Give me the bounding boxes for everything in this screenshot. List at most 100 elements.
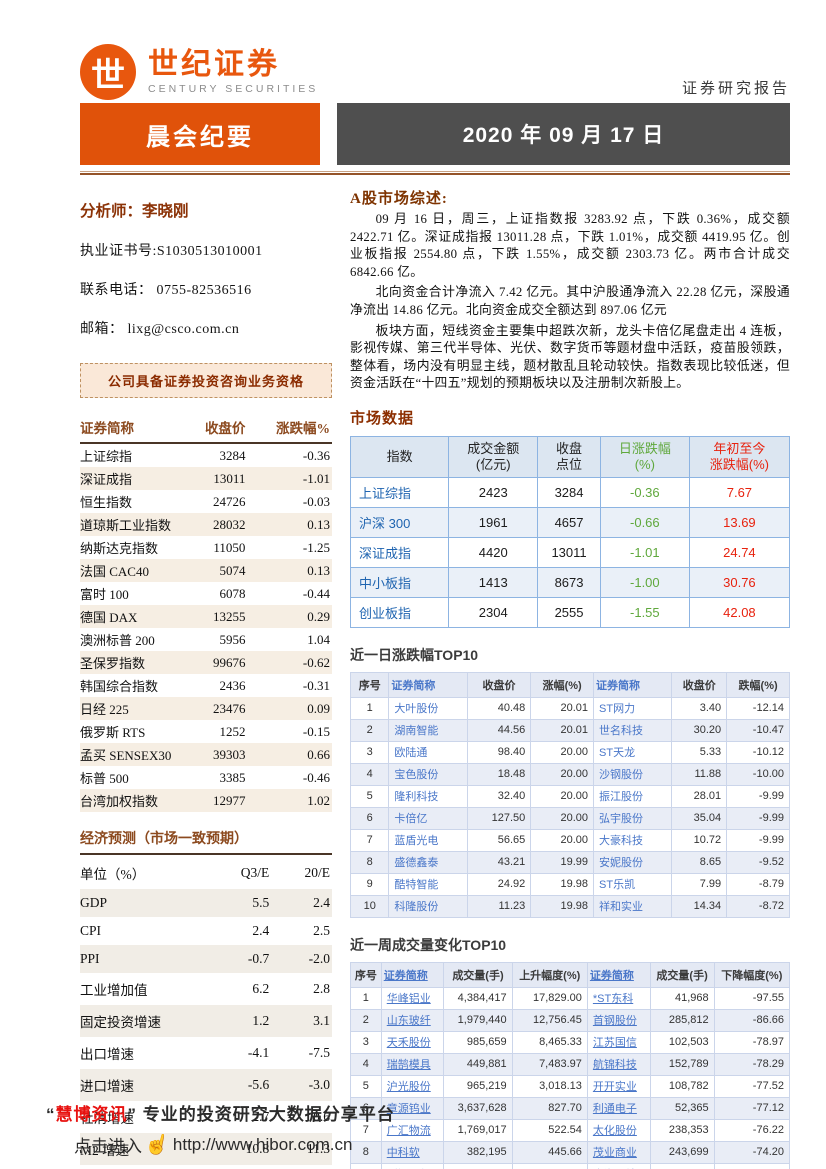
close-price-cell: 5956 [219,631,246,647]
volume-up-name-cell[interactable]: 广汇物流 [380,1118,445,1142]
hibor-url-link[interactable]: http://www.hibor.com.cn [172,1134,353,1154]
column-header: 下降幅度(%) [713,961,791,988]
down-range-cell: -78.97 [713,1030,791,1054]
loser-name-cell[interactable]: 安妮股份 [593,850,673,874]
volume-up-name-cell[interactable]: 天禾股份 [380,1030,445,1054]
rank-cell: 2 [349,718,390,742]
daily-top10-title: 近一日涨跌幅TOP10 [350,646,479,663]
table-row: 中小板指 1413 8673 -1.00 30.76 [349,566,791,598]
report-type-label: 证券研究报告 [681,81,790,97]
volume-down-name-cell[interactable]: 江苏国信 [586,1030,651,1054]
gainer-name-cell[interactable]: 科隆股份 [388,894,468,918]
year-estimate-cell: 11.3 [306,1141,330,1156]
index-name-cell: 孟买 SENSEX30 [80,748,172,763]
table-row: 创业板指 2304 2555 -1.55 42.08 [349,596,791,628]
loser-name-cell[interactable]: ST乐凯 [593,872,673,896]
gainer-name-cell[interactable]: 卡倍亿 [388,806,468,830]
volume-up-name-cell[interactable]: 山东玻纤 [380,1008,445,1032]
q3-estimate-cell: 5.5 [252,895,270,910]
loss-pct-cell: -10.00 [726,762,790,786]
gain-pct-cell: 20.00 [530,784,595,808]
table-row: PPI -0.7 -2.0 [80,945,332,973]
column-header: 证券简称 [380,961,445,988]
loss-pct-cell: -9.99 [726,828,790,852]
loser-name-cell[interactable]: 大豪科技 [593,828,673,852]
gainer-name-cell[interactable]: 湖南智能 [388,718,468,742]
header-row: 序号 证券简称 收盘价 涨幅(%) 证券简称 收盘价 跌幅(%) [349,671,790,698]
volume-down-name-cell[interactable]: 开开实业 [586,1074,651,1098]
quote-close: ” [127,1105,137,1124]
volume-down-name-cell[interactable]: 茂业商业 [586,1140,651,1164]
gainer-name-cell[interactable]: 隆利科技 [388,784,468,808]
close-price-cell: 8.65 [671,850,728,874]
index-name-cell: 沪深 300 [349,506,450,538]
change-pct-cell: 0.29 [307,608,330,624]
loser-name-cell[interactable]: 振江股份 [593,784,673,808]
volume-down-name-cell[interactable]: 首钢股份 [586,1008,651,1032]
volume-down-name-cell[interactable]: 太化股份 [586,1118,651,1142]
enter-label[interactable]: 点击进入 [74,1137,142,1156]
loser-name-cell[interactable]: 弘宇股份 [593,806,673,830]
day-change-cell: -0.66 [599,506,690,538]
loser-name-cell[interactable]: 沙钢股份 [593,762,673,786]
gainer-name-cell[interactable]: 欧陆通 [388,740,468,764]
volume-up-name-cell[interactable]: 华峰铝业 [380,986,445,1010]
loser-name-cell[interactable]: ST天龙 [593,740,673,764]
column-header: 日涨跌幅 (%) [599,435,690,478]
column-header: 跌幅(%) [726,671,790,698]
up-range-cell: 445.66 [511,1140,588,1164]
loser-name-cell[interactable]: 世名科技 [593,718,673,742]
market-data-table: 指数 成交金额 (亿元) 收盘 点位 日涨跌幅 (%) 年初至今 涨跌幅(%) 上证综指 2423 3… [349,435,791,628]
volume-up-name-cell[interactable]: 沪光股份 [380,1074,445,1098]
change-pct-cell: 0.66 [307,746,330,762]
down-range-cell: -77.12 [713,1096,791,1120]
volume-cell: 382,195 [443,1140,513,1164]
close-point-cell: 2555 [537,596,601,628]
index-name-cell: 恒生指数 [80,495,133,510]
change-pct-cell: 0.13 [307,516,330,532]
close-price-cell: 13011 [213,470,246,486]
volume-cell: 108,782 [649,1074,715,1098]
q3-estimate-cell: 2.4 [252,923,270,938]
index-name-cell: 标普 500 [80,771,129,786]
loser-name-cell[interactable]: 祥和实业 [593,894,673,918]
up-range-cell: 7,483.97 [511,1052,588,1076]
gainer-name-cell[interactable]: 盛德鑫泰 [388,850,468,874]
logo-text: 世纪证券 CENTURY SECURITIES [148,49,318,95]
main-content: A股市场综述: 09 月 16 日，周三，上证指数报 3283.92 点，下跌 … [349,187,791,1169]
loser-name-cell[interactable]: ST网力 [593,696,673,720]
up-range-cell: 433.64 [511,1162,588,1169]
close-price-cell: 6078 [219,585,246,601]
change-pct-cell: -0.44 [302,585,330,601]
volume-down-name-cell[interactable]: 金海环境 [586,1162,651,1169]
volume-cell: 4,384,417 [443,986,513,1010]
table-row: 进口增速 -5.6 -3.0 [80,1069,332,1101]
column-header: 年初至今 涨跌幅(%) [688,435,791,478]
volume-down-name-cell[interactable]: 航锦科技 [586,1052,651,1076]
indicator-name-cell: 进口增速 [80,1079,134,1094]
volume-down-name-cell[interactable]: *ST东科 [586,986,651,1010]
close-price-cell: 99676 [212,654,246,670]
volume-down-name-cell[interactable]: 利通电子 [586,1096,651,1120]
change-pct-cell: 1.04 [307,631,330,647]
column-header: 收盘 点位 [537,435,601,478]
gainer-name-cell[interactable]: 蓝盾光电 [388,828,468,852]
gainer-name-cell[interactable]: 大叶股份 [388,696,468,720]
up-range-cell: 17,829.00 [511,986,588,1010]
century-securities-logo: 世 世纪证券 CENTURY SECURITIES [80,44,318,100]
volume-up-name-cell[interactable]: 章源钨业 [380,1096,445,1120]
volume-up-name-cell[interactable]: 延江股份 [380,1162,445,1169]
gainer-name-cell[interactable]: 宝色股份 [388,762,468,786]
index-name-cell: 上证综指 [80,449,133,464]
q3-estimate-cell: 6.2 [252,981,270,996]
table-row: 3 天禾股份 985,659 8,465.33 江苏国信 102,503 -78.97 [350,1030,791,1054]
close-price-cell: 44.56 [466,718,532,742]
tagline-text: 专业的投资研究大数据分享平台 [137,1105,395,1124]
volume-cell: 1,979,440 [443,1008,513,1032]
volume-up-name-cell[interactable]: 瑞鹄模具 [380,1052,445,1076]
loss-pct-cell: -10.12 [726,740,790,764]
rank-cell: 5 [350,1074,382,1098]
gainer-name-cell[interactable]: 酷特智能 [388,872,468,896]
analyst-email: 邮箱： lixg@csco.com.cn [80,322,240,337]
quote-open: “ [46,1105,56,1124]
